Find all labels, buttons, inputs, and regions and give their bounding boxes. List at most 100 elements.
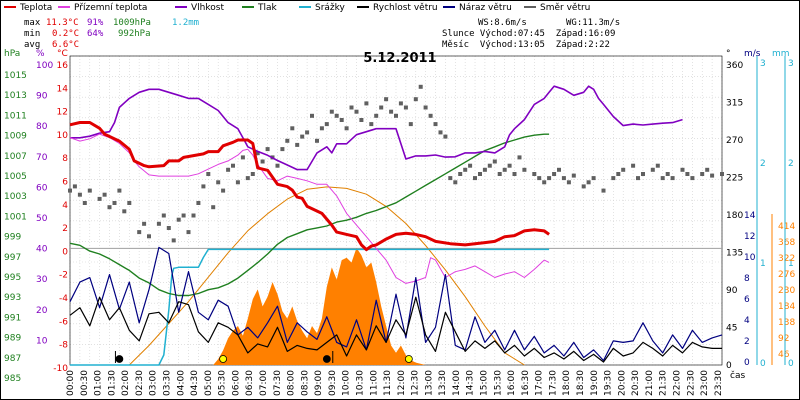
wind-dir-point-48 (319, 126, 324, 131)
wind-dir-point-112 (665, 172, 670, 176)
moonset-marker (115, 355, 124, 363)
axis-ms-tick-6: 2 (744, 337, 750, 347)
wind-dir-point-76 (458, 172, 463, 176)
x-tick-21: 10:30 (356, 370, 366, 396)
wind-dir-point-88 (517, 155, 522, 160)
axis-dir-tick-8: 0 (726, 361, 732, 371)
x-tick-15: 07:30 (273, 370, 283, 396)
x-tick-44: 22:00 (673, 370, 683, 396)
x-tick-20: 10:00 (342, 370, 352, 396)
wind-dir-point-71 (433, 122, 438, 127)
x-tick-4: 02:00 (121, 370, 131, 396)
wind-dir-point-70 (428, 113, 433, 118)
axis-hpa-tick-0: 1015 (4, 71, 27, 81)
wind-dir-point-95 (557, 167, 561, 172)
x-axis-label: čas (730, 370, 745, 381)
wind-dir-point-3 (82, 201, 87, 205)
x-tick-11: 05:30 (218, 370, 228, 396)
stat-min-press: 992hPa (118, 29, 151, 39)
info-wg: WG:11.3m/s (566, 18, 620, 28)
axis-hpa-tick-3: 1009 (4, 132, 27, 142)
wind-dir-point-8 (112, 201, 117, 205)
plot-area (68, 55, 724, 366)
wind-dir-point-64 (398, 101, 403, 106)
wind-dir-point-93 (547, 176, 552, 181)
wind-dir-point-21 (186, 230, 191, 235)
series-solar (70, 247, 722, 365)
axis-pct-tick-3: 70 (36, 153, 48, 163)
axis-mm-tick-1: 2 (788, 159, 794, 169)
x-tick-26: 13:00 (424, 370, 434, 396)
axis-hpa-tick-10: 995 (4, 273, 21, 283)
x-tick-18: 09:00 (314, 370, 324, 396)
axis-wm2-tick-3: 276 (778, 270, 795, 280)
stat-min-temp: 0.2°C (52, 29, 79, 39)
axis-ms2-tick-3: 0 (760, 359, 766, 369)
wind-dir-point-62 (389, 109, 394, 114)
wind-dir-point-39 (275, 163, 280, 168)
x-tick-34: 17:00 (535, 370, 545, 396)
axis-dir-unit: ° (726, 49, 731, 59)
legend-label-7: Směr větru (540, 3, 590, 13)
axis-degc-tick-7: 2 (62, 224, 68, 234)
axis-ms-tick-2: 10 (744, 253, 756, 263)
wind-dir-point-24 (201, 184, 206, 189)
wind-dir-point-109 (650, 167, 655, 172)
axis-hpa-tick-12: 991 (4, 313, 21, 323)
axis-dir-tick-5: 135 (726, 249, 743, 259)
wind-dir-point-34 (250, 172, 255, 176)
axis-wm2-tick-6: 138 (778, 318, 795, 328)
axis-hpa-tick-14: 987 (4, 354, 21, 364)
x-tick-6: 03:00 (149, 370, 159, 396)
legend: Teplota Přízemní teplota Vlhkost Tlak Srážky… (4, 3, 590, 13)
info-sun: Slunce Východ:07:45 Západ:16:09 (442, 29, 615, 39)
wind-dir-point-43 (295, 142, 300, 147)
wind-dir-point-9 (117, 188, 122, 193)
x-tick-12: 06:00 (231, 370, 241, 396)
axis-hpa-tick-15: 985 (4, 374, 21, 384)
axis-pct-unit: % (36, 49, 45, 59)
wind-dir-point-118 (705, 167, 710, 172)
axis-hpa-tick-13: 989 (4, 334, 21, 344)
axis-ms-unit: m/s (744, 49, 761, 59)
wind-dir-point-37 (265, 147, 270, 152)
wind-dir-point-51 (334, 113, 339, 118)
axis-mm-tick-0: 3 (788, 59, 794, 69)
wind-dir-point-119 (710, 173, 715, 178)
wind-dir-point-12 (137, 230, 142, 235)
wind-dir-point-79 (473, 176, 477, 181)
axis-pct-tick-8: 20 (36, 306, 48, 316)
wind-dir-point-23 (196, 201, 201, 205)
axis-dir-tick-7: 45 (726, 324, 737, 334)
x-tick-38: 19:00 (590, 370, 600, 396)
wind-dir-point-46 (310, 113, 314, 118)
axis-pct-tick-6: 40 (36, 245, 48, 255)
wind-dir-point-44 (300, 134, 305, 139)
wind-dir-point-78 (468, 163, 473, 168)
wind-dir-point-42 (290, 126, 295, 131)
wind-dir-point-53 (344, 126, 349, 131)
axis-pct-tick-0: 100 (36, 61, 53, 71)
axis-wm2-tick-1: 368 (778, 238, 795, 248)
wind-dir-point-55 (354, 109, 359, 114)
x-tick-43: 21:30 (659, 370, 669, 396)
moonrise-marker (322, 355, 331, 363)
wind-dir-point-58 (369, 122, 374, 127)
wind-dir-point-60 (379, 105, 384, 110)
wind-dir-point-35 (255, 151, 260, 156)
axis-ms-tick-4: 6 (744, 295, 750, 305)
axis-mm-tick-2: 1 (788, 259, 794, 269)
axis-ms-tick-3: 8 (744, 274, 750, 284)
axis-ms2-tick-2: 1 (760, 259, 766, 269)
wind-dir-point-41 (285, 138, 290, 143)
wind-dir-point-69 (423, 105, 428, 110)
x-tick-46: 23:00 (700, 370, 710, 396)
x-tick-36: 18:00 (562, 370, 572, 396)
axis-ms-tick-5: 4 (744, 316, 750, 326)
series-temp (69, 121, 550, 252)
axis-degc-tick-6: 4 (62, 201, 68, 211)
wind-dir-point-116 (690, 176, 695, 181)
x-tick-2: 01:00 (94, 370, 104, 396)
axis-degc-tick-2: 12 (57, 108, 68, 118)
wind-dir-point-66 (408, 122, 413, 127)
